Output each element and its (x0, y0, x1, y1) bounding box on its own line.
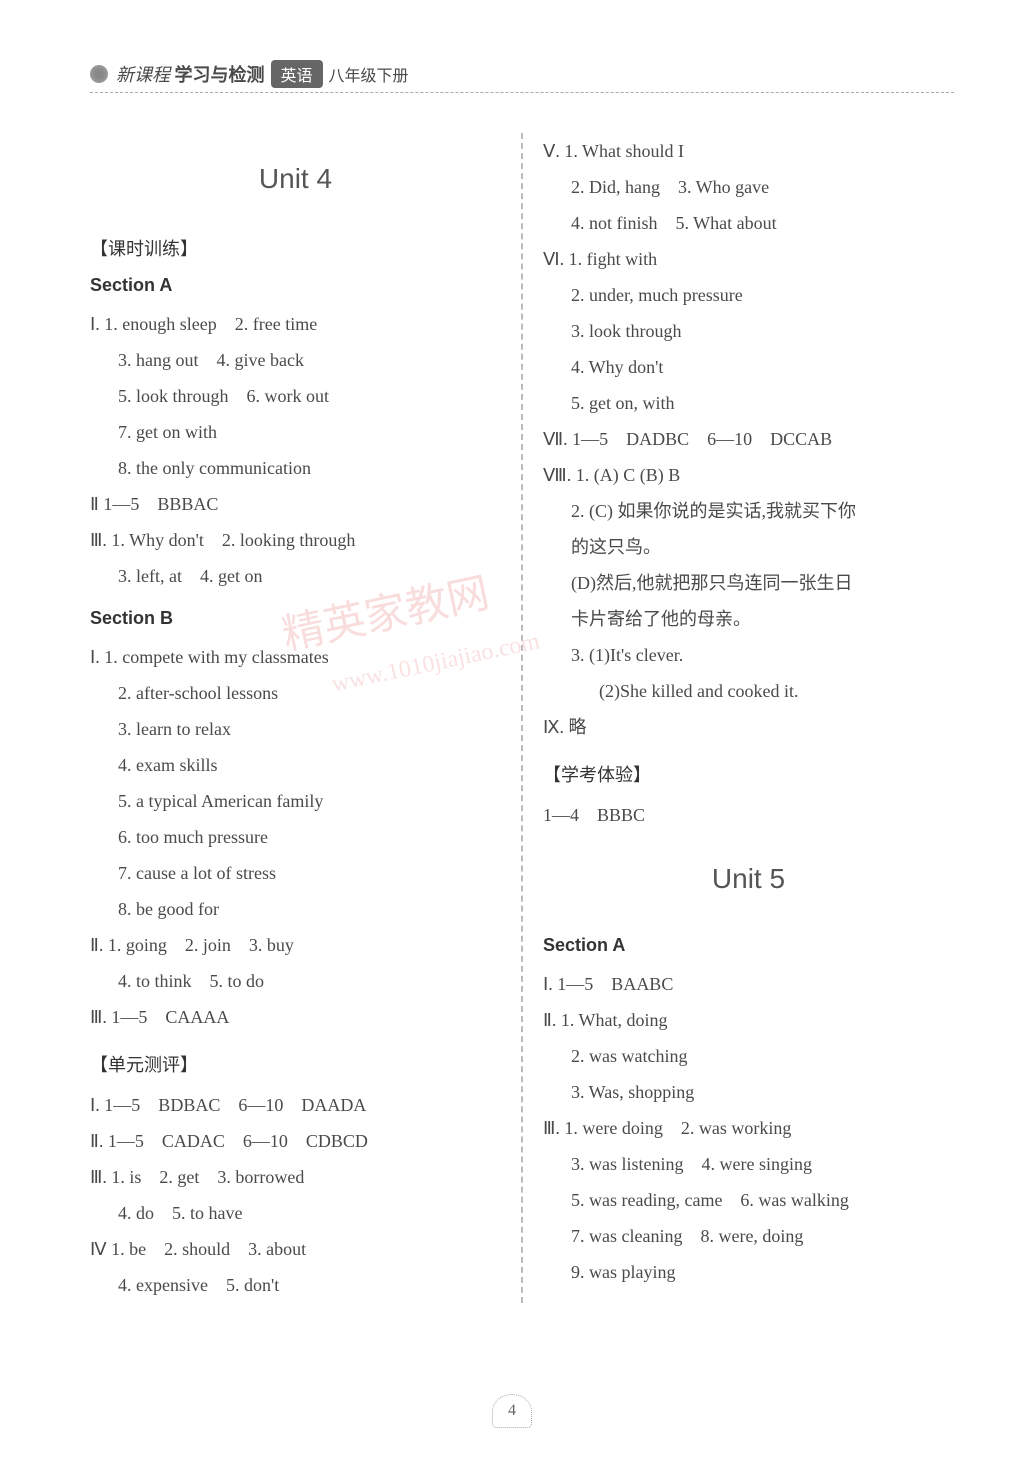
lesson-training-header: 【课时训练】 (90, 235, 501, 261)
answer-line: 3. (1)It's clever. (543, 637, 954, 673)
answer-line: Ⅰ. 1. enough sleep 2. free time (90, 306, 501, 342)
series-bold: 学习与检测 (175, 65, 265, 85)
answer-line: 2. under, much pressure (543, 277, 954, 313)
answer-line: Ⅸ. 略 (543, 709, 954, 745)
answer-line: 4. not finish 5. What about (543, 205, 954, 241)
answer-line: Ⅶ. 1—5 DADBC 6—10 DCCAB (543, 421, 954, 457)
unit4-title: Unit 4 (90, 163, 501, 195)
answer-line: 3. hang out 4. give back (90, 342, 501, 378)
answer-line: Ⅲ. 1—5 CAAAA (90, 999, 501, 1035)
unit5-title: Unit 5 (543, 863, 954, 895)
answer-line: 2. was watching (543, 1038, 954, 1074)
subject-badge: 英语 (271, 60, 323, 88)
answer-line: 6. too much pressure (90, 819, 501, 855)
answer-line: Ⅷ. 1. (A) C (B) B (543, 457, 954, 493)
answer-line: Ⅱ. 1—5 CADAC 6—10 CDBCD (90, 1123, 501, 1159)
answer-line: Ⅳ 1. be 2. should 3. about (90, 1231, 501, 1267)
two-column-layout: Unit 4 【课时训练】 Section A Ⅰ. 1. enough sle… (90, 133, 954, 1303)
answer-line: Ⅱ 1—5 BBBAC (90, 486, 501, 522)
section-a-header: Section A (90, 275, 501, 296)
answer-line: Ⅰ. 1—5 BDBAC 6—10 DAADA (90, 1087, 501, 1123)
answer-line: 2. Did, hang 3. Who gave (543, 169, 954, 205)
answer-line: 4. to think 5. to do (90, 963, 501, 999)
answer-line: 7. get on with (90, 414, 501, 450)
header-logo-icon (90, 65, 108, 83)
left-column: Unit 4 【课时训练】 Section A Ⅰ. 1. enough sle… (90, 133, 521, 1303)
series-name: 新课程 (116, 65, 170, 85)
answer-line: Ⅲ. 1. is 2. get 3. borrowed (90, 1159, 501, 1195)
answer-line: Ⅴ. 1. What should I (543, 133, 954, 169)
answer-line: 5. get on, with (543, 385, 954, 421)
page-header: 新课程 学习与检测 英语 八年级下册 (90, 60, 954, 93)
answer-line: (D)然后,他就把那只鸟连同一张生日 (543, 565, 954, 601)
answer-line: 7. was cleaning 8. were, doing (543, 1218, 954, 1254)
grade-label: 八年级下册 (329, 62, 409, 86)
answer-line: 8. be good for (90, 891, 501, 927)
answer-line: 3. Was, shopping (543, 1074, 954, 1110)
header-title: 新课程 学习与检测 (116, 61, 265, 87)
answer-line: 卡片寄给了他的母亲。 (543, 601, 954, 637)
answer-line: Ⅲ. 1. Why don't 2. looking through (90, 522, 501, 558)
answer-line: 5. a typical American family (90, 783, 501, 819)
section-a5-header: Section A (543, 935, 954, 956)
answer-line: (2)She killed and cooked it. (543, 673, 954, 709)
answer-line: 2. (C) 如果你说的是实话,我就买下你 (543, 493, 954, 529)
answer-line: 7. cause a lot of stress (90, 855, 501, 891)
section-b-header: Section B (90, 608, 501, 629)
answer-line: 9. was playing (543, 1254, 954, 1290)
page-number: 4 (492, 1394, 532, 1428)
answer-line: Ⅱ. 1. going 2. join 3. buy (90, 927, 501, 963)
answer-line: 4. do 5. to have (90, 1195, 501, 1231)
answer-line: 的这只鸟。 (543, 529, 954, 565)
unit-test-header: 【单元测评】 (90, 1051, 501, 1077)
answer-line: Ⅲ. 1. were doing 2. was working (543, 1110, 954, 1146)
answer-line: Ⅱ. 1. What, doing (543, 1002, 954, 1038)
answer-line: Ⅵ. 1. fight with (543, 241, 954, 277)
answer-line: 8. the only communication (90, 450, 501, 486)
answer-line: 1—4 BBBC (543, 797, 954, 833)
answer-line: 3. look through (543, 313, 954, 349)
answer-line: 4. exam skills (90, 747, 501, 783)
answer-line: Ⅰ. 1—5 BAABC (543, 966, 954, 1002)
exam-header: 【学考体验】 (543, 761, 954, 787)
answer-line: 3. was listening 4. were singing (543, 1146, 954, 1182)
right-column: Ⅴ. 1. What should I 2. Did, hang 3. Who … (523, 133, 954, 1303)
answer-line: 4. expensive 5. don't (90, 1267, 501, 1303)
answer-line: Ⅰ. 1. compete with my classmates (90, 639, 501, 675)
answer-line: 3. learn to relax (90, 711, 501, 747)
page-container: 新课程 学习与检测 英语 八年级下册 Unit 4 【课时训练】 Section… (0, 0, 1024, 1343)
answer-line: 5. look through 6. work out (90, 378, 501, 414)
answer-line: 4. Why don't (543, 349, 954, 385)
answer-line: 5. was reading, came 6. was walking (543, 1182, 954, 1218)
answer-line: 2. after-school lessons (90, 675, 501, 711)
answer-line: 3. left, at 4. get on (90, 558, 501, 594)
